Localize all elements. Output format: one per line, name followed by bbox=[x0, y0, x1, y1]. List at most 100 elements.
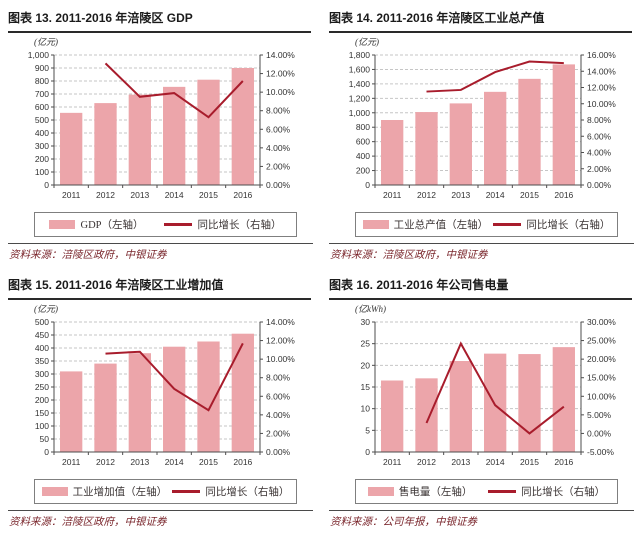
bar-2011 bbox=[381, 120, 404, 185]
svg-text:2016: 2016 bbox=[554, 457, 573, 467]
source-note: 资料来源：涪陵区政府，中银证券 bbox=[9, 250, 167, 261]
svg-text:8.00%: 8.00% bbox=[266, 106, 291, 116]
bar-2012 bbox=[415, 112, 438, 185]
chart-panel-gdp: 图表 13. 2011-2016 年涪陵区 GDP 0 100 200 300 400 5… bbox=[0, 0, 321, 267]
legend-label: 同比增长（右轴） bbox=[521, 487, 606, 498]
source-note: 资料来源：公司年报，中银证券 bbox=[330, 517, 477, 528]
bar-2011 bbox=[60, 371, 83, 452]
chart-panel-electricity-sales: 图表 16. 2011-2016 年公司售电量 0 5 10 15 20 25 30 -5.0… bbox=[321, 267, 642, 534]
svg-text:5: 5 bbox=[365, 425, 370, 435]
bar-2016 bbox=[231, 68, 254, 185]
source-divider bbox=[329, 510, 634, 511]
svg-text:1,200: 1,200 bbox=[349, 93, 371, 103]
svg-text:14.00%: 14.00% bbox=[266, 317, 295, 327]
svg-text:12.00%: 12.00% bbox=[266, 336, 295, 346]
title-rule bbox=[329, 298, 632, 300]
svg-text:4.00%: 4.00% bbox=[266, 410, 291, 420]
svg-text:2014: 2014 bbox=[486, 190, 505, 200]
svg-text:1,000: 1,000 bbox=[349, 108, 371, 118]
chart-title: 图表 15. 2011-2016 年涪陵区工业增加值 bbox=[8, 278, 224, 292]
svg-text:2015: 2015 bbox=[520, 457, 539, 467]
bar-swatch bbox=[49, 220, 76, 229]
legend-item-line: 同比增长（右轴） bbox=[164, 217, 281, 232]
svg-text:2016: 2016 bbox=[233, 190, 252, 200]
svg-text:100: 100 bbox=[35, 167, 49, 177]
svg-text:0: 0 bbox=[44, 180, 49, 190]
svg-text:20.00%: 20.00% bbox=[587, 354, 616, 364]
svg-text:10.00%: 10.00% bbox=[587, 391, 616, 401]
bar-2015 bbox=[197, 79, 220, 185]
svg-text:300: 300 bbox=[35, 141, 49, 151]
svg-text:25: 25 bbox=[361, 339, 371, 349]
bar-swatch bbox=[362, 220, 389, 229]
svg-text:2012: 2012 bbox=[96, 190, 115, 200]
chart-title: 图表 14. 2011-2016 年涪陵区工业总产值 bbox=[329, 11, 545, 25]
svg-text:2013: 2013 bbox=[130, 457, 149, 467]
svg-text:0.00%: 0.00% bbox=[266, 180, 291, 190]
svg-text:2012: 2012 bbox=[417, 190, 436, 200]
legend-item-bar: GDP（左轴） bbox=[49, 217, 144, 232]
svg-text:10: 10 bbox=[361, 404, 371, 414]
legend-label: 工业增加值（左轴） bbox=[72, 487, 168, 498]
svg-text:400: 400 bbox=[35, 343, 49, 353]
bar-2015 bbox=[197, 341, 220, 452]
legend-item-line: 同比增长（右轴） bbox=[488, 484, 605, 499]
bar-2012 bbox=[94, 103, 117, 185]
svg-text:0.00%: 0.00% bbox=[587, 428, 612, 438]
svg-text:100: 100 bbox=[35, 421, 49, 431]
svg-text:600: 600 bbox=[35, 102, 49, 112]
line-swatch bbox=[172, 490, 201, 493]
bar-2013 bbox=[128, 353, 151, 452]
legend-item-bar: 工业增加值（左轴） bbox=[41, 484, 168, 499]
bar-2015 bbox=[518, 354, 541, 452]
svg-text:2014: 2014 bbox=[486, 457, 505, 467]
svg-text:8.00%: 8.00% bbox=[266, 373, 291, 383]
growth-line bbox=[426, 60, 564, 93]
chart-title: 图表 16. 2011-2016 年公司售电量 bbox=[329, 278, 509, 292]
bar-2016 bbox=[552, 347, 575, 452]
svg-text:(亿元): (亿元) bbox=[34, 37, 58, 47]
svg-text:25.00%: 25.00% bbox=[587, 336, 616, 346]
title-rule bbox=[8, 31, 311, 33]
growth-line bbox=[105, 342, 244, 412]
source-divider bbox=[8, 510, 313, 511]
svg-text:2015: 2015 bbox=[199, 190, 218, 200]
source-note: 资料来源：涪陵区政府，中银证券 bbox=[9, 517, 167, 528]
industrial-output-chart-canvas: 0 200 400 600 800 1,000 1,200 1,400 1,600 1,800 0.… bbox=[349, 37, 617, 200]
legend-label: GDP（左轴） bbox=[80, 220, 144, 231]
svg-text:400: 400 bbox=[35, 128, 49, 138]
svg-text:2016: 2016 bbox=[233, 457, 252, 467]
legend-item-bar: 工业总产值（左轴） bbox=[362, 217, 488, 232]
bar-2014 bbox=[484, 353, 507, 452]
svg-text:800: 800 bbox=[35, 76, 49, 86]
legend-item-bar: 售电量（左轴） bbox=[367, 484, 472, 499]
bar-2013 bbox=[128, 94, 151, 185]
svg-text:20: 20 bbox=[361, 360, 371, 370]
chart-panel-industrial-added-value: 图表 15. 2011-2016 年涪陵区工业增加值 0 50 100 150 200 2… bbox=[0, 267, 321, 534]
svg-text:700: 700 bbox=[35, 89, 49, 99]
svg-text:4.00%: 4.00% bbox=[587, 148, 612, 158]
bar-2014 bbox=[163, 86, 186, 185]
svg-text:1,400: 1,400 bbox=[349, 79, 371, 89]
svg-text:2011: 2011 bbox=[383, 457, 402, 467]
svg-text:0.00%: 0.00% bbox=[587, 180, 612, 190]
svg-text:2012: 2012 bbox=[417, 457, 436, 467]
svg-text:12.00%: 12.00% bbox=[266, 69, 295, 79]
svg-text:1,000: 1,000 bbox=[28, 50, 50, 60]
svg-text:250: 250 bbox=[35, 382, 49, 392]
svg-text:2014: 2014 bbox=[165, 190, 184, 200]
gdp-chart-canvas: 0 100 200 300 400 500 600 700 800 900 1,000 0.00% 2.… bbox=[28, 37, 296, 200]
bar-2014 bbox=[484, 91, 507, 185]
svg-text:1,600: 1,600 bbox=[349, 64, 371, 74]
svg-text:15: 15 bbox=[361, 382, 371, 392]
svg-text:1,800: 1,800 bbox=[349, 50, 371, 60]
svg-text:2012: 2012 bbox=[96, 457, 115, 467]
svg-text:2.00%: 2.00% bbox=[587, 164, 612, 174]
svg-text:-5.00%: -5.00% bbox=[587, 447, 614, 457]
bar-2014 bbox=[163, 346, 186, 452]
svg-text:200: 200 bbox=[35, 395, 49, 405]
svg-text:500: 500 bbox=[35, 115, 49, 125]
svg-text:2015: 2015 bbox=[520, 190, 539, 200]
title-rule bbox=[329, 31, 632, 33]
svg-text:350: 350 bbox=[35, 356, 49, 366]
